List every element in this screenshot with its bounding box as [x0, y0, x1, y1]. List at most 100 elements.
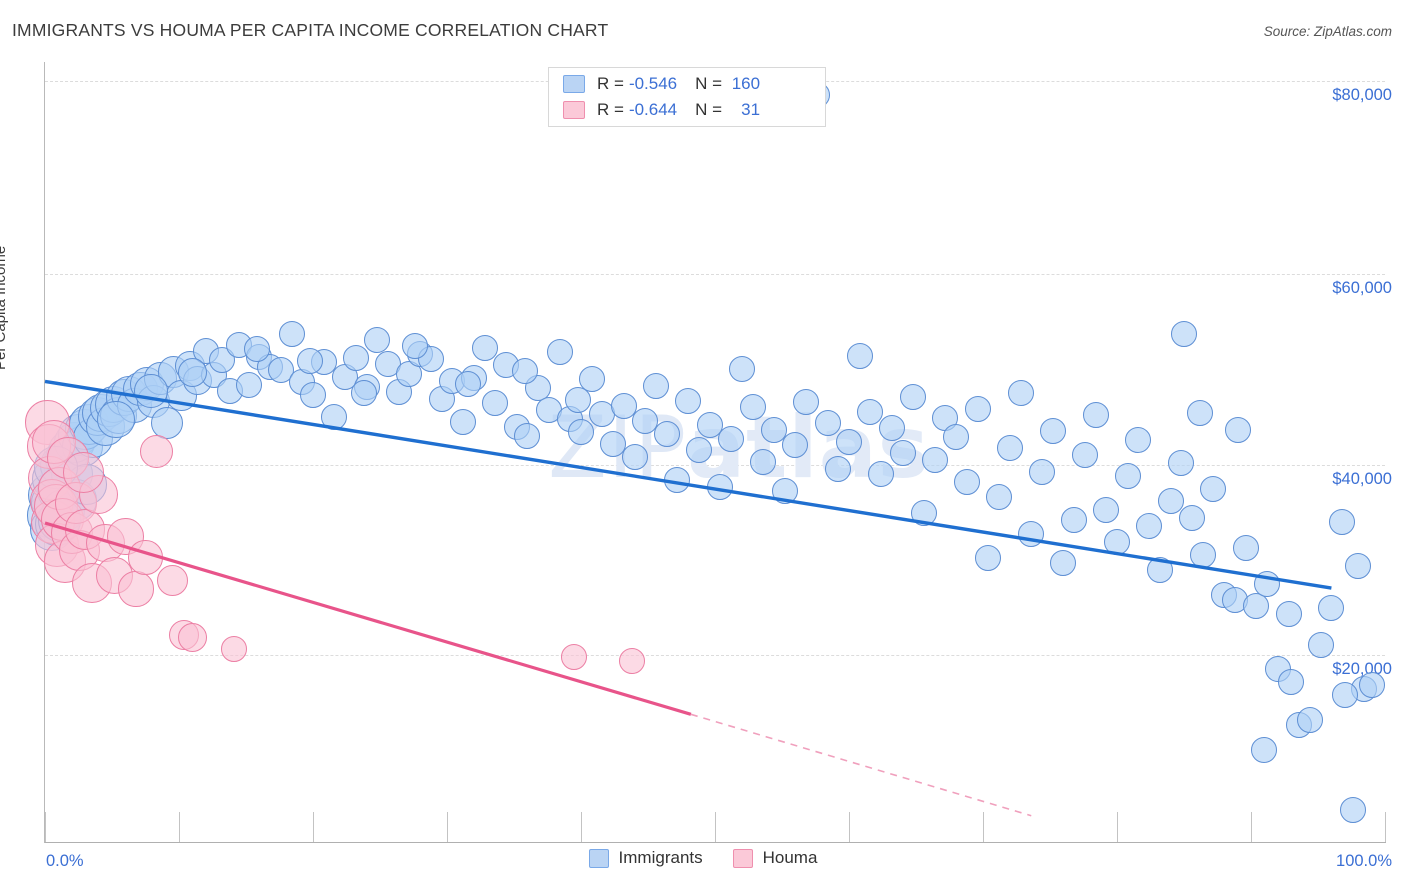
legend-label-houma: Houma: [762, 848, 818, 867]
x-axis-tick: [581, 812, 582, 842]
scatter-point: [653, 421, 680, 447]
scatter-point: [921, 446, 948, 473]
x-axis-tick: [1385, 812, 1386, 842]
scatter-point: [900, 383, 927, 410]
source-label: Source: ZipAtlas.com: [1263, 24, 1392, 39]
scatter-point: [450, 408, 477, 435]
scatter-point: [728, 355, 755, 382]
scatter-point: [1275, 600, 1302, 627]
x-axis-tick: [179, 812, 180, 842]
scatter-point: [471, 334, 498, 361]
scatter-point: [1104, 529, 1130, 556]
legend-swatch-immigrants-icon: [588, 848, 609, 868]
scatter-point: [868, 461, 895, 488]
scatter-point: [782, 432, 809, 459]
scatter-point: [1157, 487, 1184, 514]
scatter-point: [986, 484, 1013, 511]
stat-n-value-immigrants: 160: [731, 74, 761, 93]
scatter-point: [1358, 671, 1385, 698]
scatter-point: [177, 623, 208, 653]
x-axis-tick: [45, 812, 46, 842]
stat-r-value-houma: -0.644: [628, 100, 678, 119]
stat-n-value-houma: 31: [741, 100, 761, 119]
scatter-point: [771, 478, 798, 505]
scatter-point: [514, 422, 541, 449]
scatter-point: [150, 406, 183, 439]
x-tick-label-min: 0.0%: [46, 852, 84, 870]
scatter-point: [1345, 553, 1372, 580]
scatter-point: [675, 387, 702, 414]
scatter-point: [618, 647, 645, 674]
legend-item-immigrants[interactable]: Immigrants: [588, 848, 703, 868]
scatter-point: [156, 564, 189, 597]
scatter-point: [793, 389, 820, 416]
scatter-point: [846, 342, 873, 369]
scatter-point: [455, 371, 482, 398]
scatter-point: [1114, 463, 1141, 490]
scatter-point: [1243, 593, 1270, 620]
scatter-point: [1007, 379, 1034, 406]
scatter-point: [1339, 796, 1366, 823]
scatter-point: [546, 338, 573, 365]
scatter-point: [1254, 571, 1281, 598]
x-axis-tick: [1117, 812, 1118, 842]
scatter-point: [350, 379, 377, 406]
scatter-point: [836, 428, 862, 455]
scatter-point: [278, 320, 305, 347]
scatter-point: [1200, 476, 1227, 503]
swatch-houma-icon: [563, 101, 585, 119]
legend-label-immigrants: Immigrants: [618, 848, 703, 867]
y-tick-label-40000: $40,000: [1332, 470, 1392, 488]
gridline-60000: [45, 274, 1385, 275]
x-axis-tick: [447, 812, 448, 842]
stat-row-immigrants: R = -0.546 N = 160: [563, 71, 811, 97]
series-legend: Immigrants Houma: [0, 848, 1406, 868]
x-tick-label-max: 100.0%: [1336, 852, 1392, 870]
x-axis-line: [45, 842, 1386, 843]
scatter-point: [401, 332, 428, 359]
scatter-point: [1018, 520, 1045, 547]
scatter-point: [1187, 399, 1214, 426]
scatter-point: [1331, 682, 1358, 709]
scatter-point: [664, 466, 691, 493]
scatter-point: [953, 468, 980, 495]
scatter-point: [63, 451, 105, 493]
x-axis-tick: [983, 812, 984, 842]
x-axis-tick: [849, 812, 850, 842]
scatter-point: [1093, 496, 1120, 523]
scatter-point: [133, 374, 168, 408]
swatch-immigrants-icon: [563, 75, 585, 93]
scatter-point: [718, 425, 745, 452]
scatter-point: [1028, 459, 1055, 486]
legend-item-houma[interactable]: Houma: [732, 848, 818, 868]
scatter-point: [482, 390, 509, 417]
x-axis-tick: [715, 812, 716, 842]
trendline-extension-houma: [690, 713, 1032, 817]
scatter-point: [814, 410, 841, 437]
stat-row-houma: R = -0.644 N = 31: [563, 97, 811, 123]
scatter-point: [889, 440, 916, 467]
scatter-point: [1329, 509, 1356, 536]
scatter-point: [243, 335, 270, 362]
gridline-20000: [45, 655, 1385, 656]
scatter-point: [1061, 507, 1088, 534]
scatter-point: [1307, 632, 1334, 659]
scatter-point: [1071, 442, 1098, 469]
scatter-point: [1296, 707, 1323, 734]
scatter-point: [1136, 512, 1163, 539]
scatter-point: [685, 437, 712, 464]
scatter-point: [1168, 449, 1195, 476]
scatter-point: [943, 423, 970, 450]
scatter-point: [235, 372, 262, 399]
y-tick-label-80000: $80,000: [1332, 86, 1392, 104]
scatter-point: [561, 643, 588, 670]
scatter-point: [911, 500, 938, 527]
scatter-point: [1171, 320, 1197, 347]
scatter-point: [220, 636, 247, 663]
scatter-point: [1278, 668, 1305, 695]
scatter-point: [568, 419, 594, 446]
scatter-point: [417, 346, 444, 373]
scatter-point: [825, 456, 852, 483]
scatter-point: [565, 386, 592, 413]
